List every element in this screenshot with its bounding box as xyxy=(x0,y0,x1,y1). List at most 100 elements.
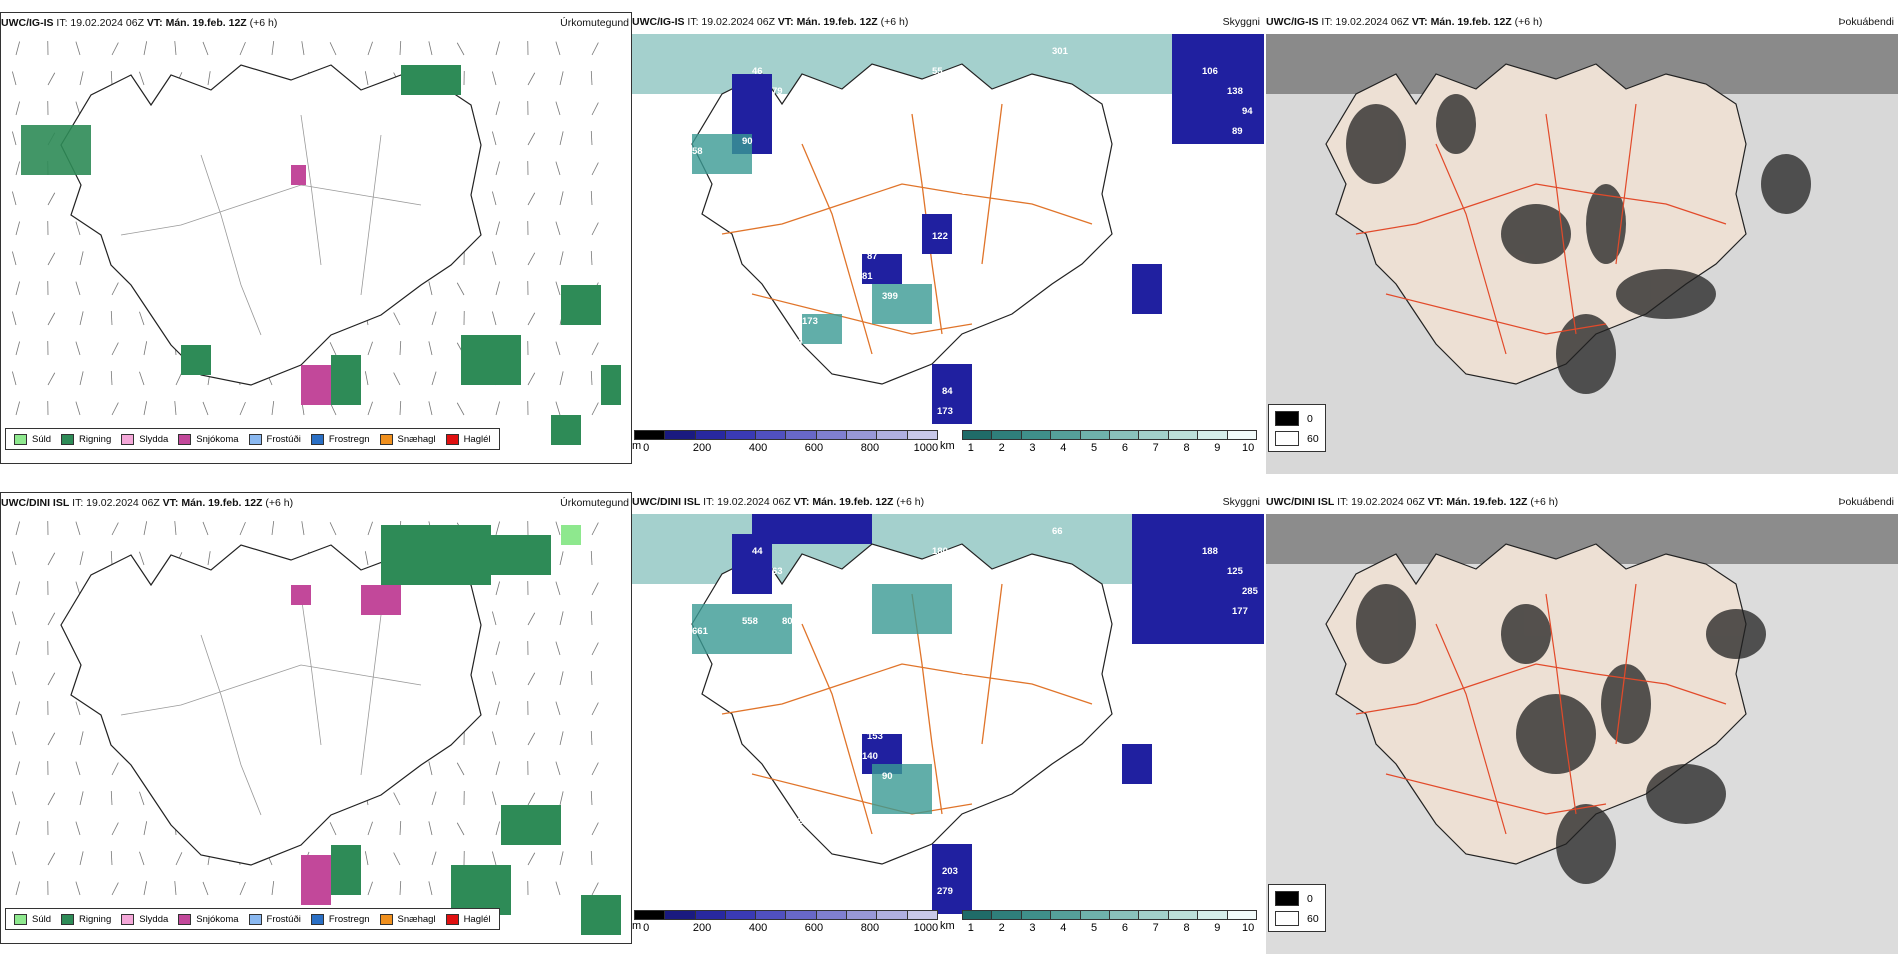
visibility-value-label: 87 xyxy=(867,251,878,262)
wind-barb xyxy=(400,821,401,835)
valid-time: VT: Mán. 19.feb. 12Z xyxy=(794,496,894,508)
wind-barb xyxy=(496,641,500,655)
colorbar-cell xyxy=(726,431,756,439)
wind-barb xyxy=(112,43,118,55)
visibility-value-label: 279 xyxy=(937,886,953,897)
fog-legend-item: 0 xyxy=(1275,411,1313,426)
wind-barb xyxy=(16,701,20,715)
init-time: IT: 19.02.2024 06Z xyxy=(703,496,791,508)
colorbar-tick: 400 xyxy=(749,442,767,454)
wind-barb xyxy=(492,851,496,865)
legend-item: Rigning xyxy=(61,434,111,445)
colorbar-cell xyxy=(1081,431,1110,439)
legend-label: Snjókoma xyxy=(196,914,238,925)
panel-title: Úrkomutegund xyxy=(560,493,629,513)
fog-map xyxy=(1266,34,1898,474)
wind-barb xyxy=(112,403,118,415)
wind-barb xyxy=(496,101,500,115)
wind-barb xyxy=(208,551,210,565)
wind-barb xyxy=(16,341,20,355)
wind-barb xyxy=(144,881,147,895)
visibility-value-label: 301 xyxy=(1052,46,1069,57)
colorbar-cell xyxy=(992,911,1021,919)
fog-legend-swatch xyxy=(1275,431,1299,446)
wind-barb xyxy=(528,193,535,205)
wind-barb xyxy=(12,851,16,865)
wind-barb xyxy=(400,341,401,355)
wind-barb xyxy=(560,191,563,205)
colorbar-cell xyxy=(817,911,847,919)
wind-barb xyxy=(48,673,55,685)
fog-legend-label: 0 xyxy=(1307,893,1313,905)
wind-barb xyxy=(16,821,20,835)
legend-swatch xyxy=(61,914,74,925)
wind-barb xyxy=(240,522,245,535)
visibility-value-label: 208 xyxy=(1157,726,1173,737)
visibility-value-label: 558 xyxy=(742,616,758,627)
colorbar-tick: 8 xyxy=(1183,922,1189,934)
wind-barb xyxy=(591,131,592,145)
colorbar-tick: 3 xyxy=(1029,922,1035,934)
wind-barb xyxy=(76,762,80,775)
legend-item: Slydda xyxy=(121,434,168,445)
wind-barb xyxy=(365,371,368,385)
colorbar-tick: 800 xyxy=(861,442,879,454)
wind-barb xyxy=(48,793,55,805)
colorbar-cell xyxy=(963,911,992,919)
legend-label: Slydda xyxy=(139,914,168,925)
visibility-value-label: 50 xyxy=(672,226,683,237)
wind-barb xyxy=(496,161,500,175)
colorbar-cell xyxy=(1022,431,1051,439)
wind-barb xyxy=(240,402,245,415)
wind-barb xyxy=(556,282,560,295)
wind-barb xyxy=(368,882,373,895)
wind-barb xyxy=(12,251,16,265)
visibility-value-label: 90 xyxy=(742,136,753,147)
panel-title: Úrkomutegund xyxy=(560,13,629,33)
wind-barb xyxy=(560,551,563,565)
wind-barb xyxy=(208,71,210,85)
wind-barb xyxy=(16,521,20,535)
fog-legend-label: 0 xyxy=(1307,413,1313,425)
colorbar-cell xyxy=(908,911,937,919)
visibility-value-label: 177 xyxy=(1232,606,1248,617)
wind-barb xyxy=(48,733,55,745)
legend-swatch xyxy=(249,914,262,925)
visibility-value-label: 203 xyxy=(942,866,958,877)
wind-barb xyxy=(80,251,83,265)
visibility-value-label: 173 xyxy=(932,711,948,722)
wind-barb xyxy=(591,731,592,745)
wind-barb xyxy=(16,641,20,655)
legend-swatch xyxy=(178,914,191,925)
panel-header: UWC/DINI ISL IT: 19.02.2024 06Z VT: Mán.… xyxy=(1266,492,1898,512)
valid-time: VT: Mán. 19.feb. 12Z xyxy=(1428,496,1528,508)
wind-barb xyxy=(556,102,560,115)
wind-barb xyxy=(272,521,274,535)
colorbar-unit: m xyxy=(632,920,641,932)
colorbar-cell xyxy=(756,431,786,439)
visibility-value-label: 105 xyxy=(782,106,799,117)
wind-barb xyxy=(432,852,436,865)
visibility-value-label: 190 xyxy=(962,666,978,677)
visibility-value-label: 90 xyxy=(882,771,893,782)
legend-label: Rigning xyxy=(79,434,111,445)
visibility-value-label: 94 xyxy=(1242,106,1253,117)
colorbar-cell xyxy=(1022,911,1051,919)
wind-barb xyxy=(112,883,118,895)
init-time: IT: 19.02.2024 06Z xyxy=(1321,16,1409,28)
wind-barb xyxy=(592,643,598,655)
legend-label: Súld xyxy=(32,434,51,445)
colorbar-cell xyxy=(1110,911,1139,919)
forecast-offset: (+6 h) xyxy=(265,497,293,509)
legend-label: Rigning xyxy=(79,914,111,925)
wind-barb xyxy=(48,373,55,385)
visibility-value-label: 173 xyxy=(802,316,818,327)
legend-label: Haglél xyxy=(464,434,491,445)
wind-barb xyxy=(16,761,20,775)
wind-barb xyxy=(592,763,598,775)
wind-barb xyxy=(302,521,304,535)
colorbar-cell xyxy=(1139,431,1168,439)
